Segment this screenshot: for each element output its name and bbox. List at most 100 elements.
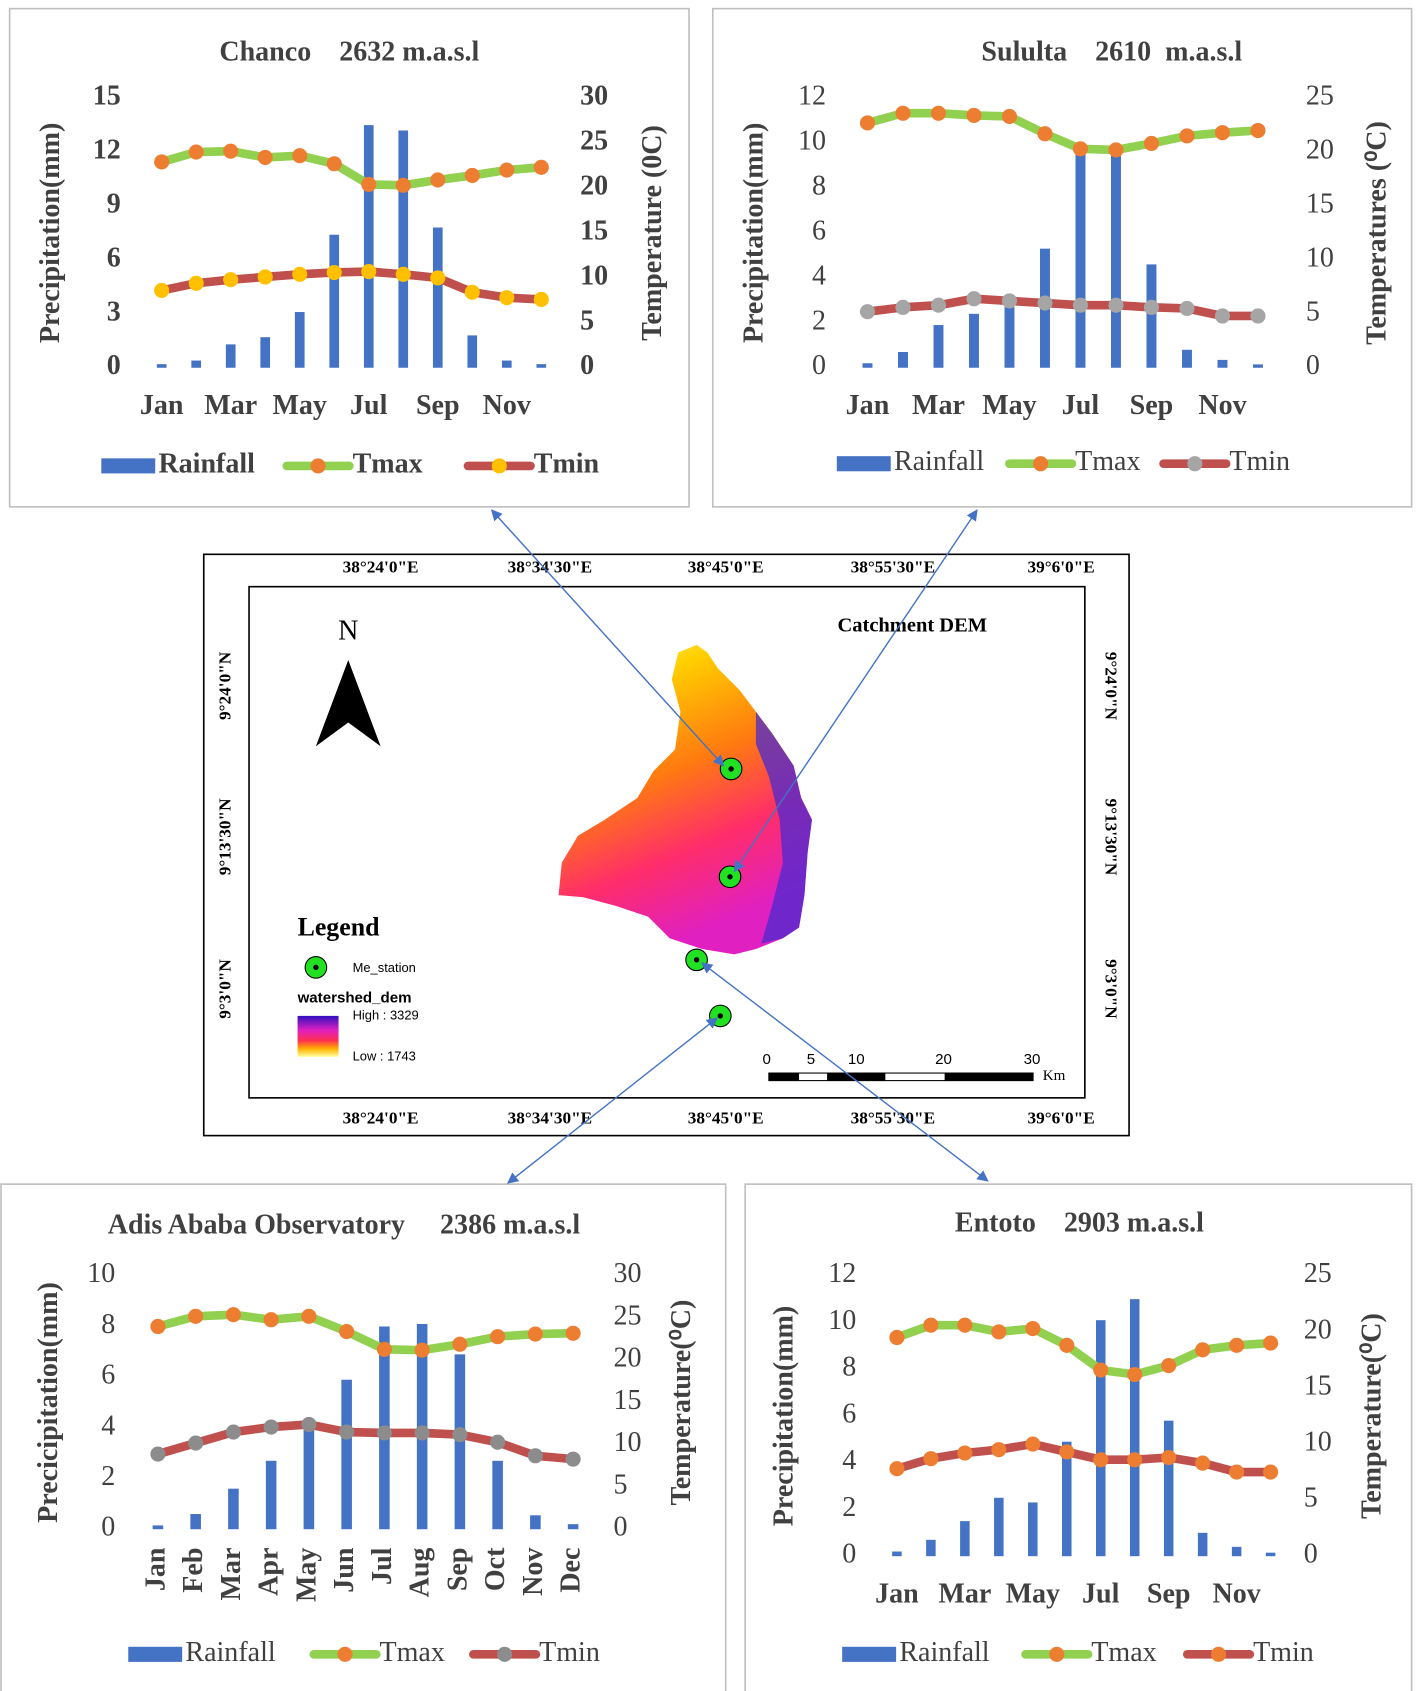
x-tick-label: May [272, 390, 326, 421]
x-tick-label: Jan [140, 390, 184, 421]
line-marker [923, 1451, 938, 1466]
x-tick-label: Sep [1147, 1579, 1191, 1610]
line-marker [1215, 308, 1230, 323]
lon-label: 38°55'30"E [851, 1108, 936, 1127]
lon-label: 39°6'0"E [1027, 1108, 1094, 1127]
bar [1076, 148, 1086, 368]
legend-high-label: High : 3329 [353, 1007, 419, 1022]
bar [341, 1380, 352, 1530]
map: N Catchment DEM Legend Me_station waters… [204, 554, 1129, 1135]
scale-label: 20 [935, 1051, 952, 1068]
line-marker [1215, 125, 1230, 140]
legend-marker [1033, 456, 1048, 471]
line-marker [1144, 136, 1159, 151]
bar [433, 228, 443, 368]
y-tick-label: 0 [842, 1539, 856, 1570]
scale-bar-segment [827, 1073, 885, 1081]
y-tick-label: 0 [812, 350, 826, 381]
lon-label: 38°45'0"E [688, 557, 764, 576]
chart-panel: Sululta 2610 m.a.s.l0246810120510152025P… [713, 9, 1412, 507]
x-tick-label: Nov [1213, 1579, 1262, 1610]
line-marker [1108, 298, 1123, 313]
line-marker [452, 1427, 467, 1442]
bar [863, 363, 873, 367]
bar [898, 352, 908, 368]
y2-axis-title: Temperatures (⁰C) [1362, 121, 1393, 345]
line-marker [966, 291, 981, 306]
legend-marker [1211, 1647, 1226, 1662]
line-marker [189, 145, 204, 160]
y2-tick-label: 25 [1306, 81, 1334, 112]
figure: Chanco 2632 m.a.s.l03691215051015202530P… [0, 0, 1418, 1691]
legend-label: Rainfall [894, 446, 984, 477]
x-tick-label: Nov [1198, 390, 1247, 421]
bar [1182, 350, 1192, 368]
line-marker [1093, 1362, 1108, 1377]
line-marker [566, 1326, 581, 1341]
line-marker [566, 1452, 581, 1467]
line-marker [339, 1324, 354, 1339]
legend-dem-ramp [298, 1016, 339, 1057]
y2-axis-title: Temperature(⁰C) [1356, 1313, 1387, 1519]
line-marker [1073, 141, 1088, 156]
bar [892, 1552, 902, 1557]
y-tick-label: 6 [101, 1360, 115, 1391]
bar [536, 364, 546, 368]
bar [1164, 1421, 1174, 1557]
bar [260, 337, 270, 368]
legend-label: Tmax [1075, 446, 1140, 477]
y2-tick-label: 10 [1306, 242, 1334, 273]
x-tick-label: Jul [350, 390, 388, 421]
line-marker [150, 1446, 165, 1461]
y2-tick-label: 25 [1304, 1258, 1332, 1289]
line-marker [430, 270, 445, 285]
x-tick-label: Dec [556, 1548, 587, 1593]
bar [502, 361, 512, 368]
lat-label: 9°3'0"N [215, 959, 234, 1019]
y-tick-label: 2 [812, 305, 826, 336]
scale-label: 10 [848, 1051, 865, 1068]
legend-marker [497, 1647, 512, 1662]
chart-title: Adis Ababa Observatory 2386 m.a.s.l [108, 1210, 581, 1241]
y2-tick-label: 20 [1304, 1314, 1332, 1345]
x-tick-label: Oct [480, 1547, 511, 1591]
y2-tick-label: 0 [1304, 1539, 1318, 1570]
line-marker [223, 272, 238, 287]
line-marker [1229, 1465, 1244, 1480]
line-marker [957, 1318, 972, 1333]
y2-tick-label: 25 [614, 1300, 642, 1331]
bar [190, 1514, 201, 1529]
line-marker [1250, 123, 1265, 138]
legend-label: Tmin [1229, 446, 1290, 477]
chart-panel: Chanco 2632 m.a.s.l03691215051015202530P… [10, 9, 689, 507]
line-marker [361, 264, 376, 279]
line-marker [1195, 1456, 1210, 1471]
line-marker [1093, 1452, 1108, 1467]
x-tick-label: Jun [329, 1547, 360, 1593]
chart-title: Sululta 2610 m.a.s.l [981, 36, 1242, 67]
line-marker [1127, 1367, 1142, 1382]
y-tick-label: 6 [107, 242, 121, 273]
bar [530, 1515, 541, 1529]
y2-tick-label: 20 [614, 1343, 642, 1374]
x-tick-label: Sep [442, 1548, 473, 1592]
legend-marker [337, 1647, 352, 1662]
bar [226, 344, 236, 367]
bar [1028, 1502, 1038, 1556]
line-marker [1025, 1436, 1040, 1451]
station-dot [727, 874, 732, 879]
y-tick-label: 6 [812, 215, 826, 246]
x-tick-label: May [1006, 1579, 1060, 1610]
line-marker [1025, 1321, 1040, 1336]
line-marker [1127, 1452, 1142, 1467]
line-marker [1144, 300, 1159, 315]
y2-axis-title: Temperature (0C) [637, 125, 668, 341]
line-marker [528, 1327, 543, 1342]
bar [969, 314, 979, 368]
line-marker [1179, 128, 1194, 143]
y2-tick-label: 5 [614, 1469, 628, 1500]
line-marker [1037, 295, 1052, 310]
y2-tick-label: 10 [580, 260, 608, 291]
lat-label: 9°24'0"N [215, 651, 234, 720]
line-marker [264, 1312, 279, 1327]
